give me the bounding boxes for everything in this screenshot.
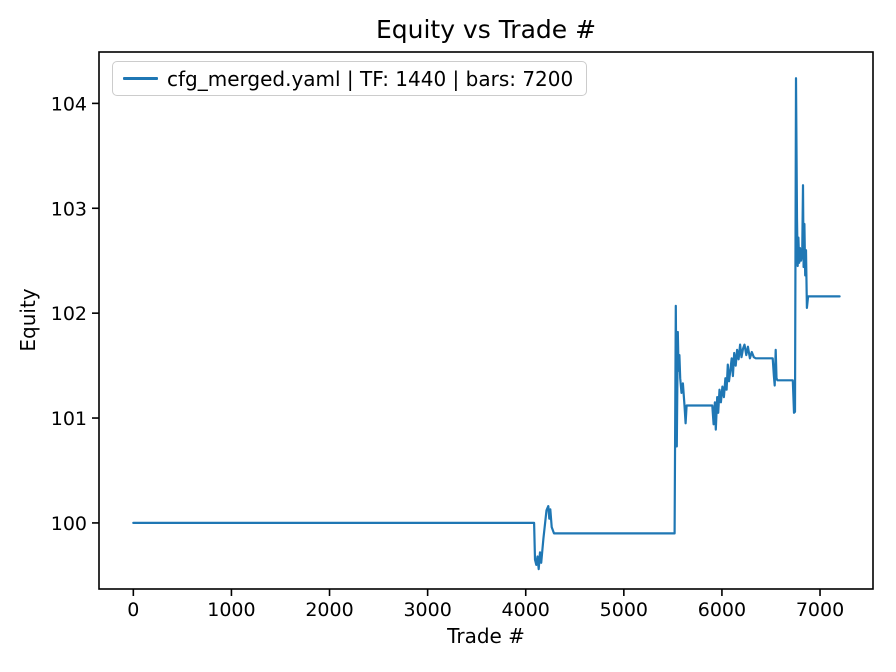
x-tick-label: 7000 [796,599,844,621]
legend-line-sample [123,77,158,80]
y-tick-label: 102 [51,303,87,325]
x-tick-label: 0 [127,599,139,621]
legend: cfg_merged.yaml | TF: 1440 | bars: 7200 [112,61,588,96]
x-tick-label: 1000 [207,599,255,621]
axes-spines [98,51,874,590]
equity-line [132,77,841,571]
y-tick-label: 104 [51,93,87,115]
x-tick-label: 3000 [403,599,451,621]
x-tick-label: 4000 [502,599,550,621]
chart-title: Equity vs Trade # [375,15,597,44]
legend-label: cfg_merged.yaml | TF: 1440 | bars: 7200 [167,66,574,91]
y-tick-label: 103 [51,198,87,220]
y-tick-label: 101 [51,408,87,430]
x-tick-label: 5000 [600,599,648,621]
x-tick-label: 2000 [305,599,353,621]
y-tick-label: 100 [51,513,87,535]
x-tick-label: 6000 [698,599,746,621]
x-axis-label: Trade # [447,624,525,648]
